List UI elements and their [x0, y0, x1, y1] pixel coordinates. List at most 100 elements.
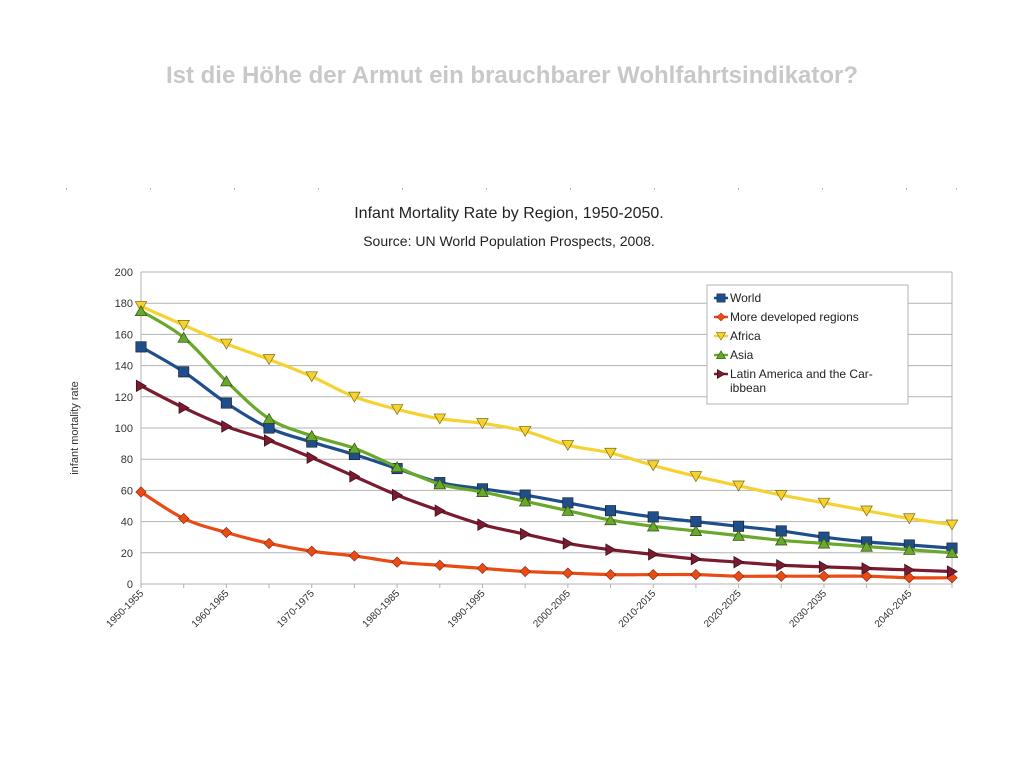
data-point	[390, 404, 404, 416]
data-point	[732, 570, 745, 582]
data-point	[646, 520, 660, 532]
data-point	[776, 558, 788, 572]
chart-subtitle: Source: UN World Population Prospects, 2…	[363, 233, 655, 249]
data-point	[689, 471, 703, 483]
data-point	[861, 570, 873, 582]
y-tick-label: 60	[121, 485, 133, 497]
y-tick-label: 40	[121, 517, 133, 529]
y-axis: 0 20 40 60 80 100 120 140 160 180 200	[115, 267, 133, 591]
data-point	[220, 375, 233, 387]
data-point	[434, 504, 446, 517]
data-point	[716, 293, 726, 303]
data-point	[518, 426, 532, 438]
data-point	[135, 379, 147, 393]
data-point	[690, 569, 702, 581]
data-point	[945, 519, 959, 531]
data-point	[605, 543, 617, 556]
data-point	[716, 368, 726, 380]
frame-dot	[318, 188, 319, 190]
legend: World More developed regions Africa Asia Lat…	[706, 284, 909, 405]
data-point	[434, 559, 446, 571]
data-point	[476, 486, 489, 498]
chart-title: Infant Mortality Rate by Region, 1950-20…	[354, 205, 664, 222]
data-point	[262, 412, 276, 424]
series-asia	[134, 305, 959, 558]
legend-item: Africa	[714, 329, 761, 343]
data-point	[221, 420, 233, 433]
legend-label: Latin America and the Car-	[730, 367, 873, 381]
data-point	[715, 350, 727, 360]
legend-box	[706, 284, 909, 405]
data-point	[433, 478, 447, 490]
data-point	[861, 562, 873, 575]
data-point	[178, 512, 190, 525]
data-point	[178, 401, 190, 415]
legend-item: World	[714, 291, 761, 305]
frame-dot	[570, 188, 571, 190]
y-tick-label: 100	[115, 423, 133, 435]
data-point	[716, 312, 726, 322]
frame-dot	[234, 188, 235, 190]
x-tick-label: 2040-2045	[873, 588, 915, 630]
y-tick-label: 140	[115, 361, 133, 373]
data-point	[263, 422, 275, 434]
data-point	[774, 490, 788, 501]
data-point	[305, 429, 319, 441]
data-point	[220, 526, 232, 539]
data-point	[562, 537, 574, 550]
frame-dot	[486, 188, 487, 190]
y-tick-label: 200	[115, 267, 133, 279]
x-tick-label: 1950-1955	[105, 588, 147, 630]
data-point	[646, 460, 660, 472]
data-point	[306, 545, 318, 557]
y-tick-label: 0	[127, 579, 133, 591]
data-point	[817, 497, 831, 509]
data-point	[476, 562, 489, 575]
x-tick-label: 2000-2005	[531, 588, 573, 630]
data-point	[561, 504, 575, 516]
series-more-developed-regions	[135, 486, 958, 584]
x-tick-label: 1990-1995	[446, 588, 488, 630]
data-point	[177, 331, 190, 343]
data-point	[520, 527, 532, 541]
frame-dot	[738, 188, 739, 190]
x-tick-label: 2030-2035	[787, 588, 829, 630]
data-point	[860, 540, 873, 552]
data-point	[392, 488, 404, 502]
data-point	[818, 570, 830, 582]
frame-dot	[66, 188, 67, 190]
data-point	[262, 354, 276, 366]
y-tick-label: 160	[115, 329, 133, 341]
legend-label: More developed regions	[730, 310, 859, 324]
slide-title: Ist die Höhe der Armut ein brauchbarer W…	[165, 62, 859, 89]
legend-item: More developed regions	[714, 310, 859, 324]
legend-label: World	[730, 291, 761, 305]
data-point	[818, 560, 830, 574]
data-point	[903, 513, 916, 525]
x-axis: 1950-1955 1960-1965 1970-1975 1980-1985 1990…	[105, 584, 953, 630]
y-tick-label: 80	[121, 454, 133, 466]
x-tick-label: 2010-2015	[617, 588, 659, 630]
data-point	[348, 391, 361, 403]
frame-dot	[654, 188, 655, 190]
data-point	[391, 556, 403, 568]
data-point	[689, 525, 703, 537]
data-point	[903, 543, 916, 555]
frame-dot	[402, 188, 403, 190]
data-point	[690, 552, 702, 566]
series-latin-america-and-the-caribbean	[135, 379, 958, 578]
data-point	[518, 495, 532, 507]
legend-label: ibbean	[730, 381, 766, 395]
data-point	[134, 305, 148, 317]
x-tick-label: 1960-1965	[190, 588, 232, 630]
frame-dot	[150, 188, 151, 190]
data-point	[135, 341, 147, 353]
data-point	[433, 413, 447, 425]
data-point	[647, 569, 659, 581]
x-tick-label: 1970-1975	[275, 588, 317, 630]
data-point	[817, 537, 831, 549]
data-point	[946, 565, 958, 578]
data-point	[220, 397, 232, 409]
data-point	[135, 486, 147, 498]
